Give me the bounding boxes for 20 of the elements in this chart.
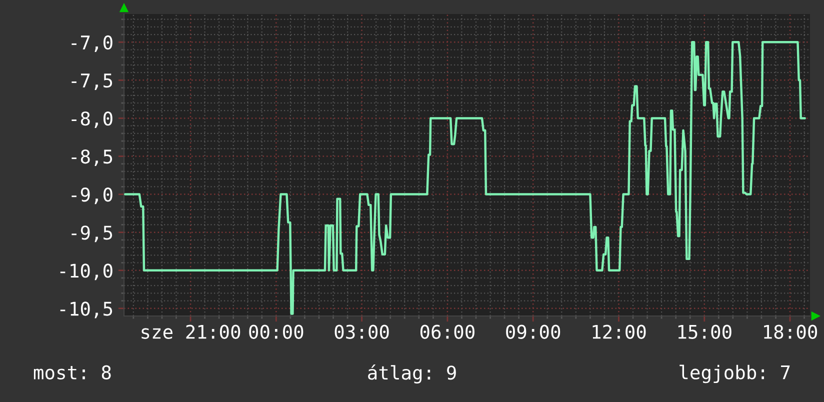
text: legjobb: 7 — [680, 364, 790, 384]
x-tick-label: sze 21:00 — [142, 324, 240, 339]
x-tick-label: 09:00 — [506, 324, 560, 339]
x-tick-label: 12:00 — [592, 324, 646, 339]
x-tick-label: 00:00 — [249, 324, 304, 339]
text: most: 8 — [34, 365, 111, 380]
y-tick-label: -7,0 — [72, 35, 112, 52]
text: átlag: 9 — [368, 364, 456, 384]
y-tick-label: -9,0 — [72, 188, 112, 204]
x-tick-label: 03:00 — [334, 324, 389, 339]
y-tick-label: -10,0 — [60, 264, 112, 280]
y-tick-label: -7,5 — [72, 74, 112, 90]
x-tick-label: 06:00 — [420, 324, 474, 339]
y-tick-label: -10,5 — [60, 302, 112, 318]
x-tick-label: 15:00 — [678, 324, 732, 339]
x-tick-label: 18:00 — [764, 324, 818, 339]
line-series — [124, 41, 806, 315]
y-tick-label: -8,0 — [72, 111, 112, 128]
y-tick-label: -9,5 — [72, 226, 112, 242]
y-tick-label: -8,5 — [72, 150, 112, 166]
